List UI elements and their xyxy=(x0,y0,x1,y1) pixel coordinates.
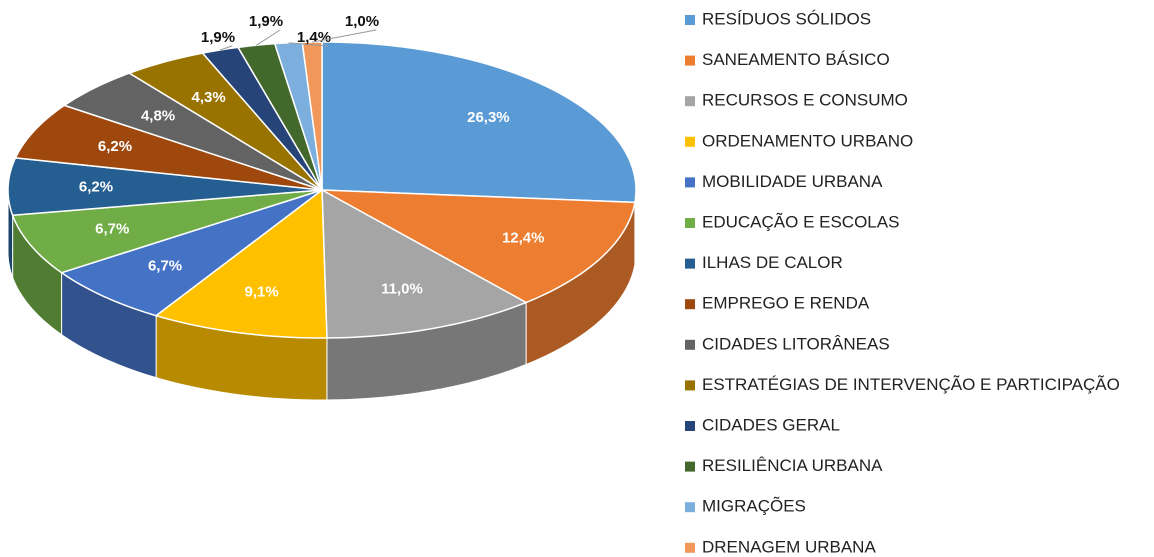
legend-swatch xyxy=(685,96,695,107)
legend-label: RESILIÊNCIA URBANA xyxy=(702,456,883,475)
legend-label: RECURSOS E CONSUMO xyxy=(702,91,908,110)
legend-swatch xyxy=(685,421,695,431)
slice xyxy=(7,157,323,217)
leader-line xyxy=(220,45,233,51)
pie-top xyxy=(7,41,637,339)
data-label: 4,8% xyxy=(141,108,175,125)
data-label: 1,9% xyxy=(249,13,283,30)
legend-swatch xyxy=(685,542,695,553)
legend-swatch xyxy=(685,339,695,350)
data-label: 1,0% xyxy=(345,13,379,30)
slice xyxy=(154,188,328,339)
legend-label: MOBILIDADE URBANA xyxy=(702,172,883,191)
slice xyxy=(321,188,528,339)
data-label: 6,2% xyxy=(79,178,113,195)
legend-label: CIDADES LITORÂNEAS xyxy=(702,334,890,353)
data-label: 4,3% xyxy=(192,89,226,106)
slice xyxy=(127,52,323,191)
slice xyxy=(321,189,636,304)
slice xyxy=(14,104,323,191)
legend-swatch xyxy=(685,218,695,228)
data-label: 6,7% xyxy=(95,221,129,238)
slice xyxy=(236,42,323,191)
legend-label: ESTRATÉGIAS DE INTERVENÇÃO E PARTICIPAÇÃ… xyxy=(702,375,1120,394)
legend-swatch xyxy=(685,258,695,269)
leader-line xyxy=(256,29,281,46)
data-label: 11,0% xyxy=(381,281,423,298)
slice xyxy=(301,41,323,191)
slice xyxy=(11,189,323,274)
slice xyxy=(62,72,323,191)
legend-swatch xyxy=(685,502,695,513)
leader-line xyxy=(288,42,329,47)
legend-swatch xyxy=(685,15,695,25)
legend-swatch xyxy=(685,380,695,391)
data-label: 9,1% xyxy=(244,284,278,301)
pie-sides xyxy=(7,189,637,401)
legend-label: DRENAGEM URBANA xyxy=(702,537,876,556)
data-label: 12,4% xyxy=(502,230,545,247)
data-label: 1,9% xyxy=(201,29,235,46)
data-label: 6,7% xyxy=(148,258,182,275)
legend-swatch xyxy=(685,299,695,310)
legend-label: MIGRAÇÕES xyxy=(702,497,806,516)
legend-label: RESÍDUOS SÓLIDOS xyxy=(702,9,871,28)
legend-label: CIDADES GERAL xyxy=(702,415,840,434)
slice xyxy=(321,41,637,204)
leader-line xyxy=(312,29,377,43)
data-label: 1,4% xyxy=(297,29,331,46)
legend-label: ORDENAMENTO URBANO xyxy=(702,131,913,150)
data-label: 6,2% xyxy=(98,138,132,155)
legend-label: EDUCAÇÃO E ESCOLAS xyxy=(702,212,899,231)
slice xyxy=(59,189,323,317)
legend-label: EMPREGO E RENDA xyxy=(702,294,870,313)
legend-swatch xyxy=(685,136,695,147)
legend-label: ILHAS DE CALOR xyxy=(702,253,843,272)
legend-label: SANEAMENTO BÁSICO xyxy=(702,50,890,69)
legend-swatch xyxy=(685,55,695,66)
legend-swatch xyxy=(685,177,695,188)
legend-swatch xyxy=(685,461,695,472)
data-label: 26,3% xyxy=(467,109,510,126)
